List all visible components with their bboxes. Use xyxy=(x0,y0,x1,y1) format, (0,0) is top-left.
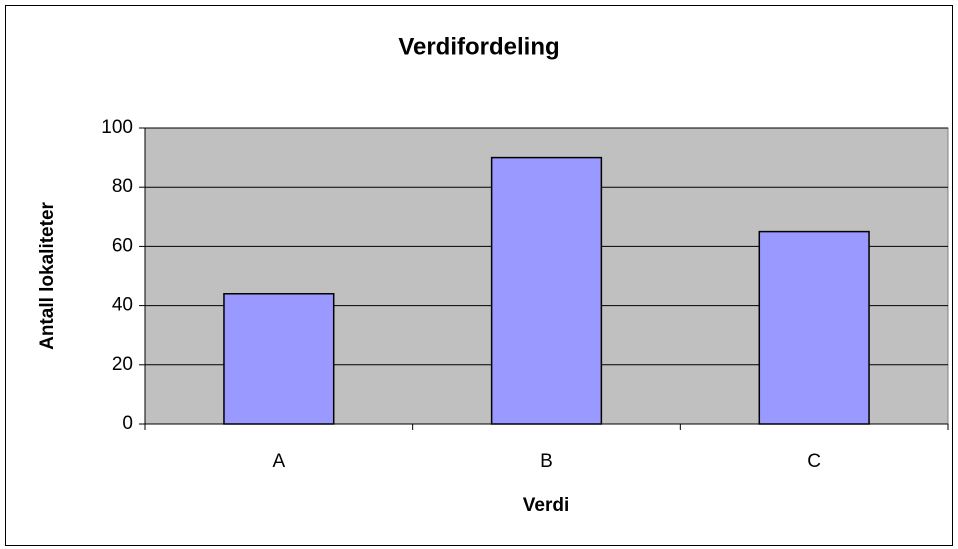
x-tick-label: B xyxy=(540,451,553,472)
bar xyxy=(490,156,603,425)
y-axis-title: Antall lokaliteter xyxy=(37,201,58,349)
x-tick-label: A xyxy=(272,451,285,472)
x-axis-title: Verdi xyxy=(523,495,569,516)
bar xyxy=(223,293,335,425)
y-tick-label: 100 xyxy=(101,117,133,138)
chart-title: Verdifordeling xyxy=(398,33,559,60)
y-tick-label: 20 xyxy=(112,354,133,375)
y-tick-label: 0 xyxy=(122,413,133,434)
bar xyxy=(758,230,870,425)
y-tick-label: 60 xyxy=(112,235,133,256)
y-tick-label: 40 xyxy=(112,295,133,316)
x-tick-label: C xyxy=(807,451,821,472)
y-tick-label: 80 xyxy=(112,176,133,197)
